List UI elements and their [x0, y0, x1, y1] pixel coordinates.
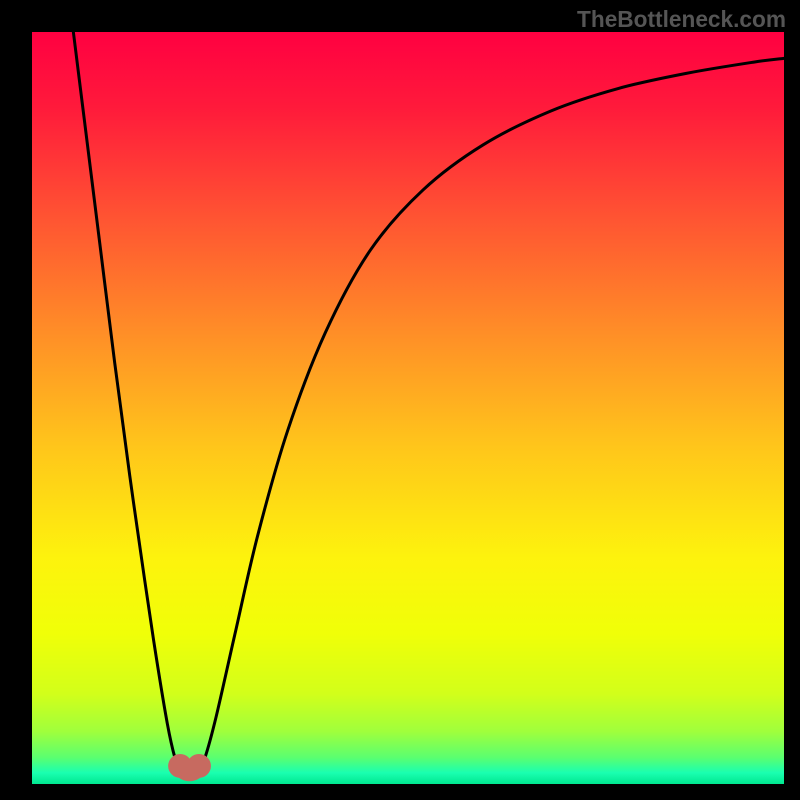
plot-area [32, 32, 784, 784]
curve-layer [32, 32, 784, 784]
bottleneck-curve [73, 32, 784, 775]
chart-container: TheBottleneck.com [0, 0, 800, 800]
marker-right [187, 754, 211, 778]
watermark-text: TheBottleneck.com [577, 6, 786, 33]
